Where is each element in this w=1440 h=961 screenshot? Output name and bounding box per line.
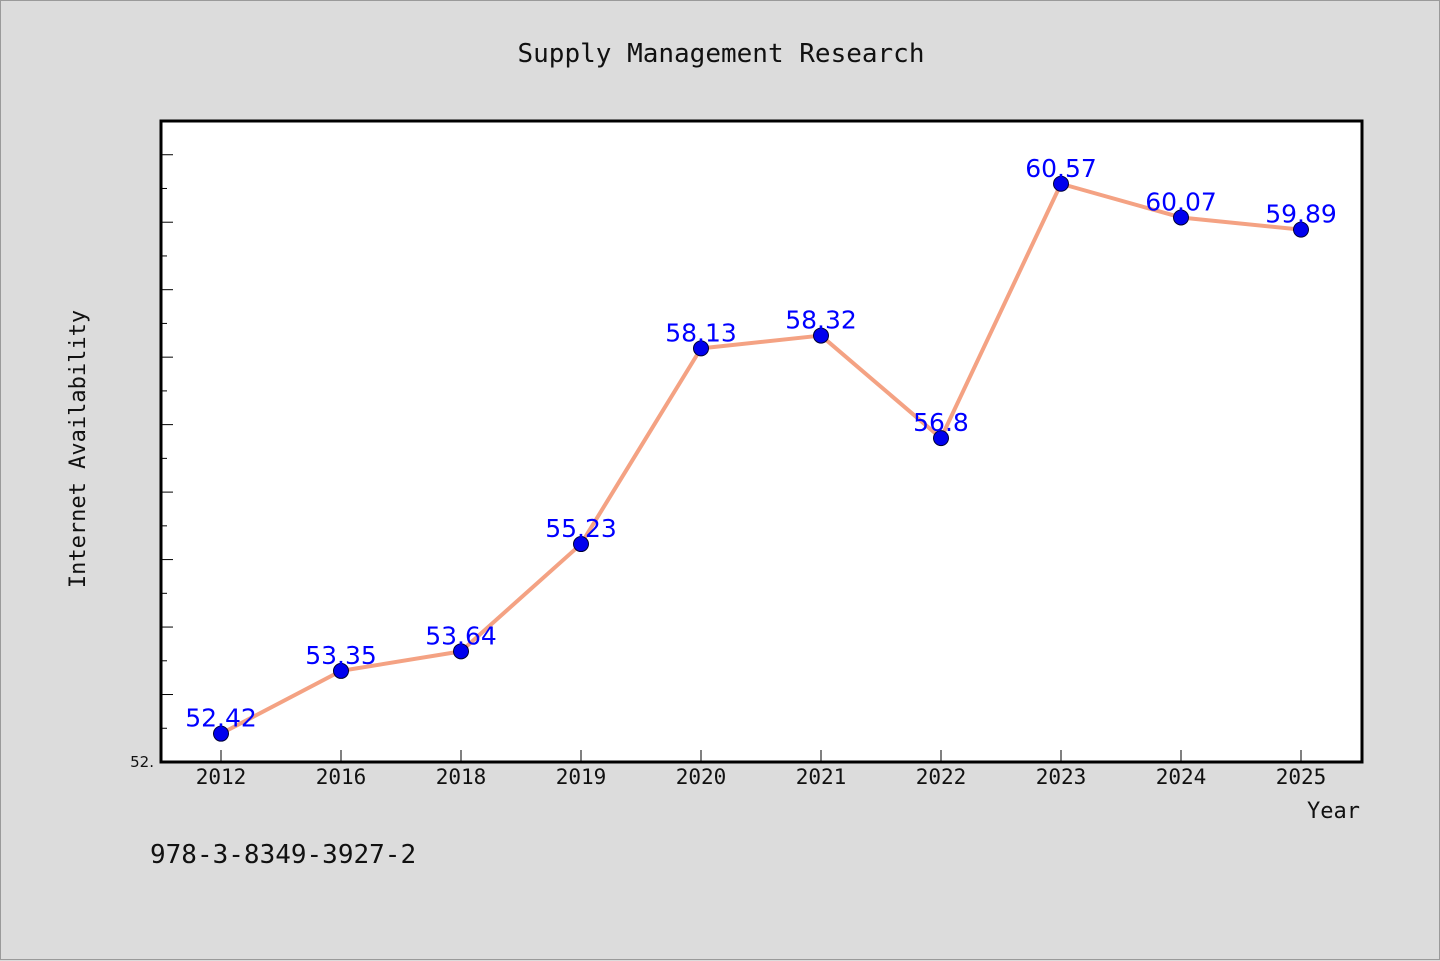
data-point [573,536,589,553]
y-min-tick-label: 52. [130,753,154,771]
chart-title: Supply Management Research [518,39,925,69]
x-tick-label: 2012 [196,765,247,789]
data-label: 52.42 [185,704,257,733]
data-label: 58.32 [785,306,857,335]
x-tick-label: 2025 [1276,765,1327,789]
plot-area [161,121,1362,762]
x-tick-label: 2024 [1156,765,1207,789]
data-label: 60.57 [1025,154,1097,183]
data-label: 55.23 [545,514,617,543]
data-point [453,643,469,660]
data-label: 58.13 [665,318,737,347]
data-point [213,725,229,742]
data-label: 53.64 [425,621,497,650]
data-labels: 52.42 53.35 53.64 55.23 58.13 58.32 56.8 60.57 6… [185,154,1337,733]
x-axis-ticks: 2012 2016 2018 2019 2020 2021 2022 2023 2024 2025 [196,750,1327,789]
x-tick-label: 2023 [1036,765,1087,789]
x-axis-label: Year [1307,799,1360,824]
x-tick-label: 2019 [556,765,607,789]
data-point [693,340,709,357]
x-tick-label: 2022 [916,765,967,789]
data-point [333,662,349,679]
series-markers [213,175,1309,742]
series-line [220,181,1302,736]
y-axis-label: Internet Availability [66,310,91,588]
data-point [1173,209,1189,226]
x-tick-label: 2018 [436,765,487,789]
data-label: 56.8 [913,408,969,437]
isbn-code: 978-3-8349-3927-2 [150,840,416,870]
data-point [813,327,829,344]
data-point [1293,221,1309,238]
plot-border [159,119,1364,764]
data-label: 60.07 [1145,187,1217,216]
x-tick-label: 2016 [316,765,367,789]
data-point [1053,175,1069,192]
data-label: 59.89 [1265,200,1337,229]
x-tick-label: 2020 [676,765,727,789]
data-label: 53.35 [305,641,377,670]
data-point [933,430,949,447]
x-tick-label: 2021 [796,765,847,789]
